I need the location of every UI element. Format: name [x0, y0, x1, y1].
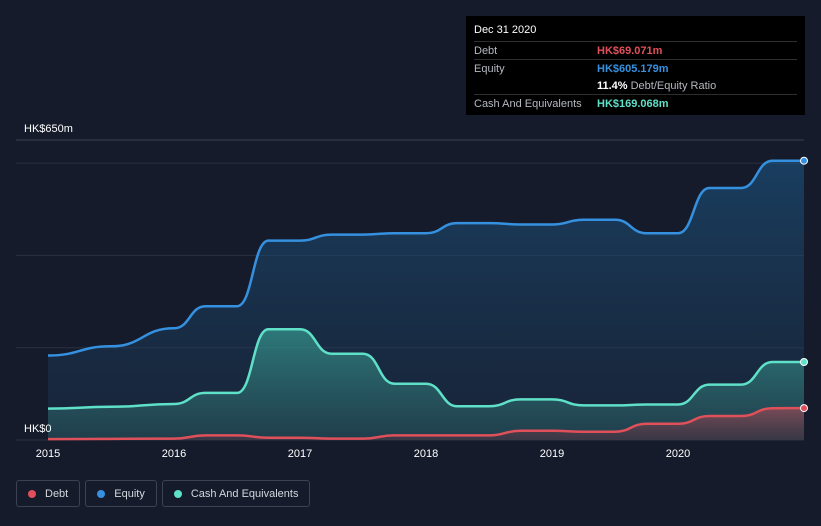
line-cash-and-equivalents [47, 327, 804, 410]
tooltip-row-cash: Cash And Equivalents HK$169.068m [474, 94, 797, 112]
x-tick-label: 2017 [288, 448, 312, 460]
debt-equity-chart: HK$650m HK$0 2015 2016 2017 2018 2019 2020 [16, 123, 808, 460]
x-tick-label: 2019 [540, 448, 564, 460]
series-lines [47, 159, 805, 441]
legend-dot-equity [97, 489, 106, 498]
tooltip-cash-value: HK$169.068m [597, 97, 669, 110]
tooltip-cash-label: Cash And Equivalents [474, 97, 582, 110]
legend-dot-cash [173, 489, 182, 498]
tooltip-row-equity: Equity HK$605.179m [474, 59, 797, 77]
legend: Debt Equity Cash And Equivalents [16, 480, 311, 507]
end-dot-debt[interactable] [800, 404, 808, 413]
end-dot-equity[interactable] [800, 156, 808, 165]
legend-item-equity[interactable]: Equity [85, 480, 157, 507]
tooltip-debt-label: Debt [474, 44, 498, 57]
y-tick-label: HK$650m [24, 123, 73, 135]
tooltip-ratio-label: Debt/Equity Ratio [630, 79, 717, 92]
end-dot-cash-and-equivalents[interactable] [800, 358, 808, 366]
tooltip-debt-value: HK$69.071m [597, 44, 663, 57]
tooltip-date: Dec 31 2020 [474, 24, 537, 36]
tooltip-equity-label: Equity [474, 62, 505, 75]
tooltip-row-ratio: 11.4% Debt/Equity Ratio [474, 77, 797, 94]
tooltip-row-debt: Debt HK$69.071m [474, 41, 797, 59]
x-tick-label: 2018 [414, 448, 438, 460]
y-axis-labels: HK$650m HK$0 [24, 123, 73, 435]
x-tick-label: 2020 [666, 448, 690, 460]
legend-label-debt: Debt [45, 487, 69, 500]
line-debt [47, 406, 805, 441]
area-equity [48, 160, 804, 440]
line-equity [47, 159, 804, 357]
legend-dot-debt [28, 489, 36, 498]
x-tick-label: 2016 [162, 448, 186, 460]
legend-label-cash: Cash And Equivalents [190, 487, 299, 500]
y-tick-label: HK$0 [24, 423, 52, 435]
legend-label-equity: Equity [114, 487, 145, 500]
tooltip-ratio-value: 11.4% [597, 79, 628, 92]
tooltip-panel: Dec 31 2020 Debt HK$69.071m Equity HK$60… [466, 16, 805, 115]
x-axis-labels: 2015 2016 2017 2018 2019 2020 [36, 448, 690, 460]
tooltip-equity-value: HK$605.179m [597, 62, 669, 75]
legend-item-cash[interactable]: Cash And Equivalents [161, 480, 311, 507]
legend-item-debt[interactable]: Debt [16, 480, 81, 507]
x-tick-label: 2015 [36, 448, 60, 460]
series-end-dots [800, 156, 808, 413]
